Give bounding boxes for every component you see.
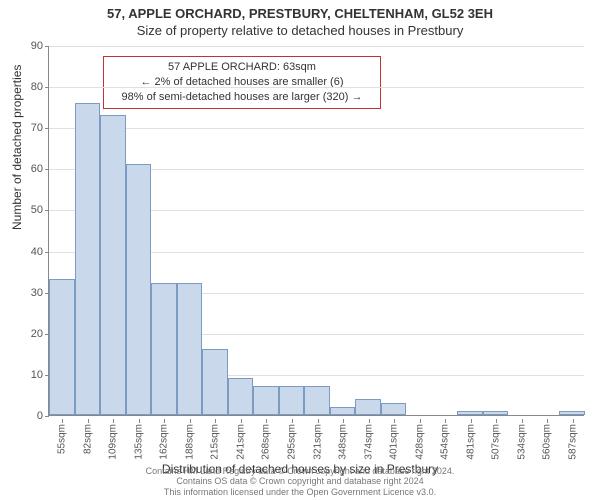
annotation-box: 57 APPLE ORCHARD: 63sqm ← 2% of detached… (103, 56, 381, 109)
plot-region: 57 APPLE ORCHARD: 63sqm ← 2% of detached… (48, 46, 584, 416)
xtick-mark (573, 419, 574, 423)
histogram-bar (330, 407, 356, 415)
ytick-label: 0 (37, 410, 43, 422)
y-axis-label: Number of detached properties (10, 65, 24, 230)
footer-line2: Contains OS data © Crown copyright and d… (0, 476, 600, 487)
xtick-label: 82sqm (82, 424, 93, 454)
ytick-label: 90 (31, 40, 43, 52)
xtick-label: 560sqm (542, 424, 553, 460)
annotation-line3: 98% of semi-detached houses are larger (… (110, 90, 374, 105)
footer-line1: Contains HM Land Registry data © Crown c… (0, 466, 600, 477)
xtick-mark (343, 419, 344, 423)
ytick-label: 60 (31, 163, 43, 175)
xtick-mark (318, 419, 319, 423)
xtick-label: 188sqm (184, 424, 195, 460)
xtick-label: 348sqm (338, 424, 349, 460)
ytick-mark (45, 87, 49, 88)
histogram-bar (559, 411, 585, 415)
histogram-bar (75, 103, 101, 415)
xtick-mark (241, 419, 242, 423)
xtick-mark (547, 419, 548, 423)
histogram-bar (457, 411, 483, 415)
annotation-line1: 57 APPLE ORCHARD: 63sqm (110, 60, 374, 75)
histogram-bar (253, 386, 279, 415)
footer: Contains HM Land Registry data © Crown c… (0, 466, 600, 498)
xtick-label: 534sqm (516, 424, 527, 460)
ytick-mark (45, 210, 49, 211)
xtick-mark (394, 419, 395, 423)
ytick-mark (45, 252, 49, 253)
histogram-bar (304, 386, 330, 415)
xtick-label: 135sqm (133, 424, 144, 460)
gridline (49, 46, 584, 47)
xtick-mark (113, 419, 114, 423)
xtick-mark (139, 419, 140, 423)
xtick-mark (445, 419, 446, 423)
histogram-bar (483, 411, 509, 415)
xtick-label: 587sqm (567, 424, 578, 460)
xtick-label: 401sqm (389, 424, 400, 460)
xtick-mark (266, 419, 267, 423)
histogram-bar (177, 283, 203, 415)
xtick-mark (190, 419, 191, 423)
histogram-bar (228, 378, 254, 415)
xtick-mark (522, 419, 523, 423)
xtick-mark (215, 419, 216, 423)
xtick-mark (496, 419, 497, 423)
xtick-label: 295sqm (286, 424, 297, 460)
xtick-label: 507sqm (491, 424, 502, 460)
xtick-label: 321sqm (312, 424, 323, 460)
gridline (49, 128, 584, 129)
xtick-mark (471, 419, 472, 423)
xtick-mark (292, 419, 293, 423)
xtick-label: 374sqm (363, 424, 374, 460)
ytick-label: 20 (31, 328, 43, 340)
histogram-bar (100, 115, 126, 415)
ytick-mark (45, 416, 49, 417)
ytick-label: 10 (31, 369, 43, 381)
page-title-line1: 57, APPLE ORCHARD, PRESTBURY, CHELTENHAM… (0, 0, 600, 21)
footer-line3: This information licensed under the Open… (0, 487, 600, 498)
xtick-mark (369, 419, 370, 423)
xtick-label: 428sqm (414, 424, 425, 460)
xtick-mark (88, 419, 89, 423)
xtick-label: 109sqm (108, 424, 119, 460)
histogram-bar (381, 403, 407, 415)
gridline (49, 87, 584, 88)
xtick-label: 481sqm (465, 424, 476, 460)
xtick-label: 454sqm (440, 424, 451, 460)
histogram-bar (126, 164, 152, 415)
ytick-mark (45, 128, 49, 129)
xtick-label: 241sqm (235, 424, 246, 460)
histogram-bar (49, 279, 75, 415)
ytick-label: 80 (31, 81, 43, 93)
ytick-label: 70 (31, 122, 43, 134)
histogram-bar (279, 386, 305, 415)
xtick-label: 215sqm (210, 424, 221, 460)
xtick-mark (62, 419, 63, 423)
xtick-mark (164, 419, 165, 423)
ytick-mark (45, 46, 49, 47)
histogram-bar (151, 283, 177, 415)
histogram-bar (202, 349, 228, 415)
xtick-label: 162sqm (159, 424, 170, 460)
ytick-label: 30 (31, 287, 43, 299)
ytick-label: 40 (31, 246, 43, 258)
xtick-label: 268sqm (261, 424, 272, 460)
histogram-bar (355, 399, 381, 415)
page-title-line2: Size of property relative to detached ho… (0, 21, 600, 38)
xtick-mark (420, 419, 421, 423)
chart-area: 57 APPLE ORCHARD: 63sqm ← 2% of detached… (48, 46, 584, 416)
ytick-mark (45, 169, 49, 170)
ytick-label: 50 (31, 204, 43, 216)
xtick-label: 55sqm (57, 424, 68, 454)
